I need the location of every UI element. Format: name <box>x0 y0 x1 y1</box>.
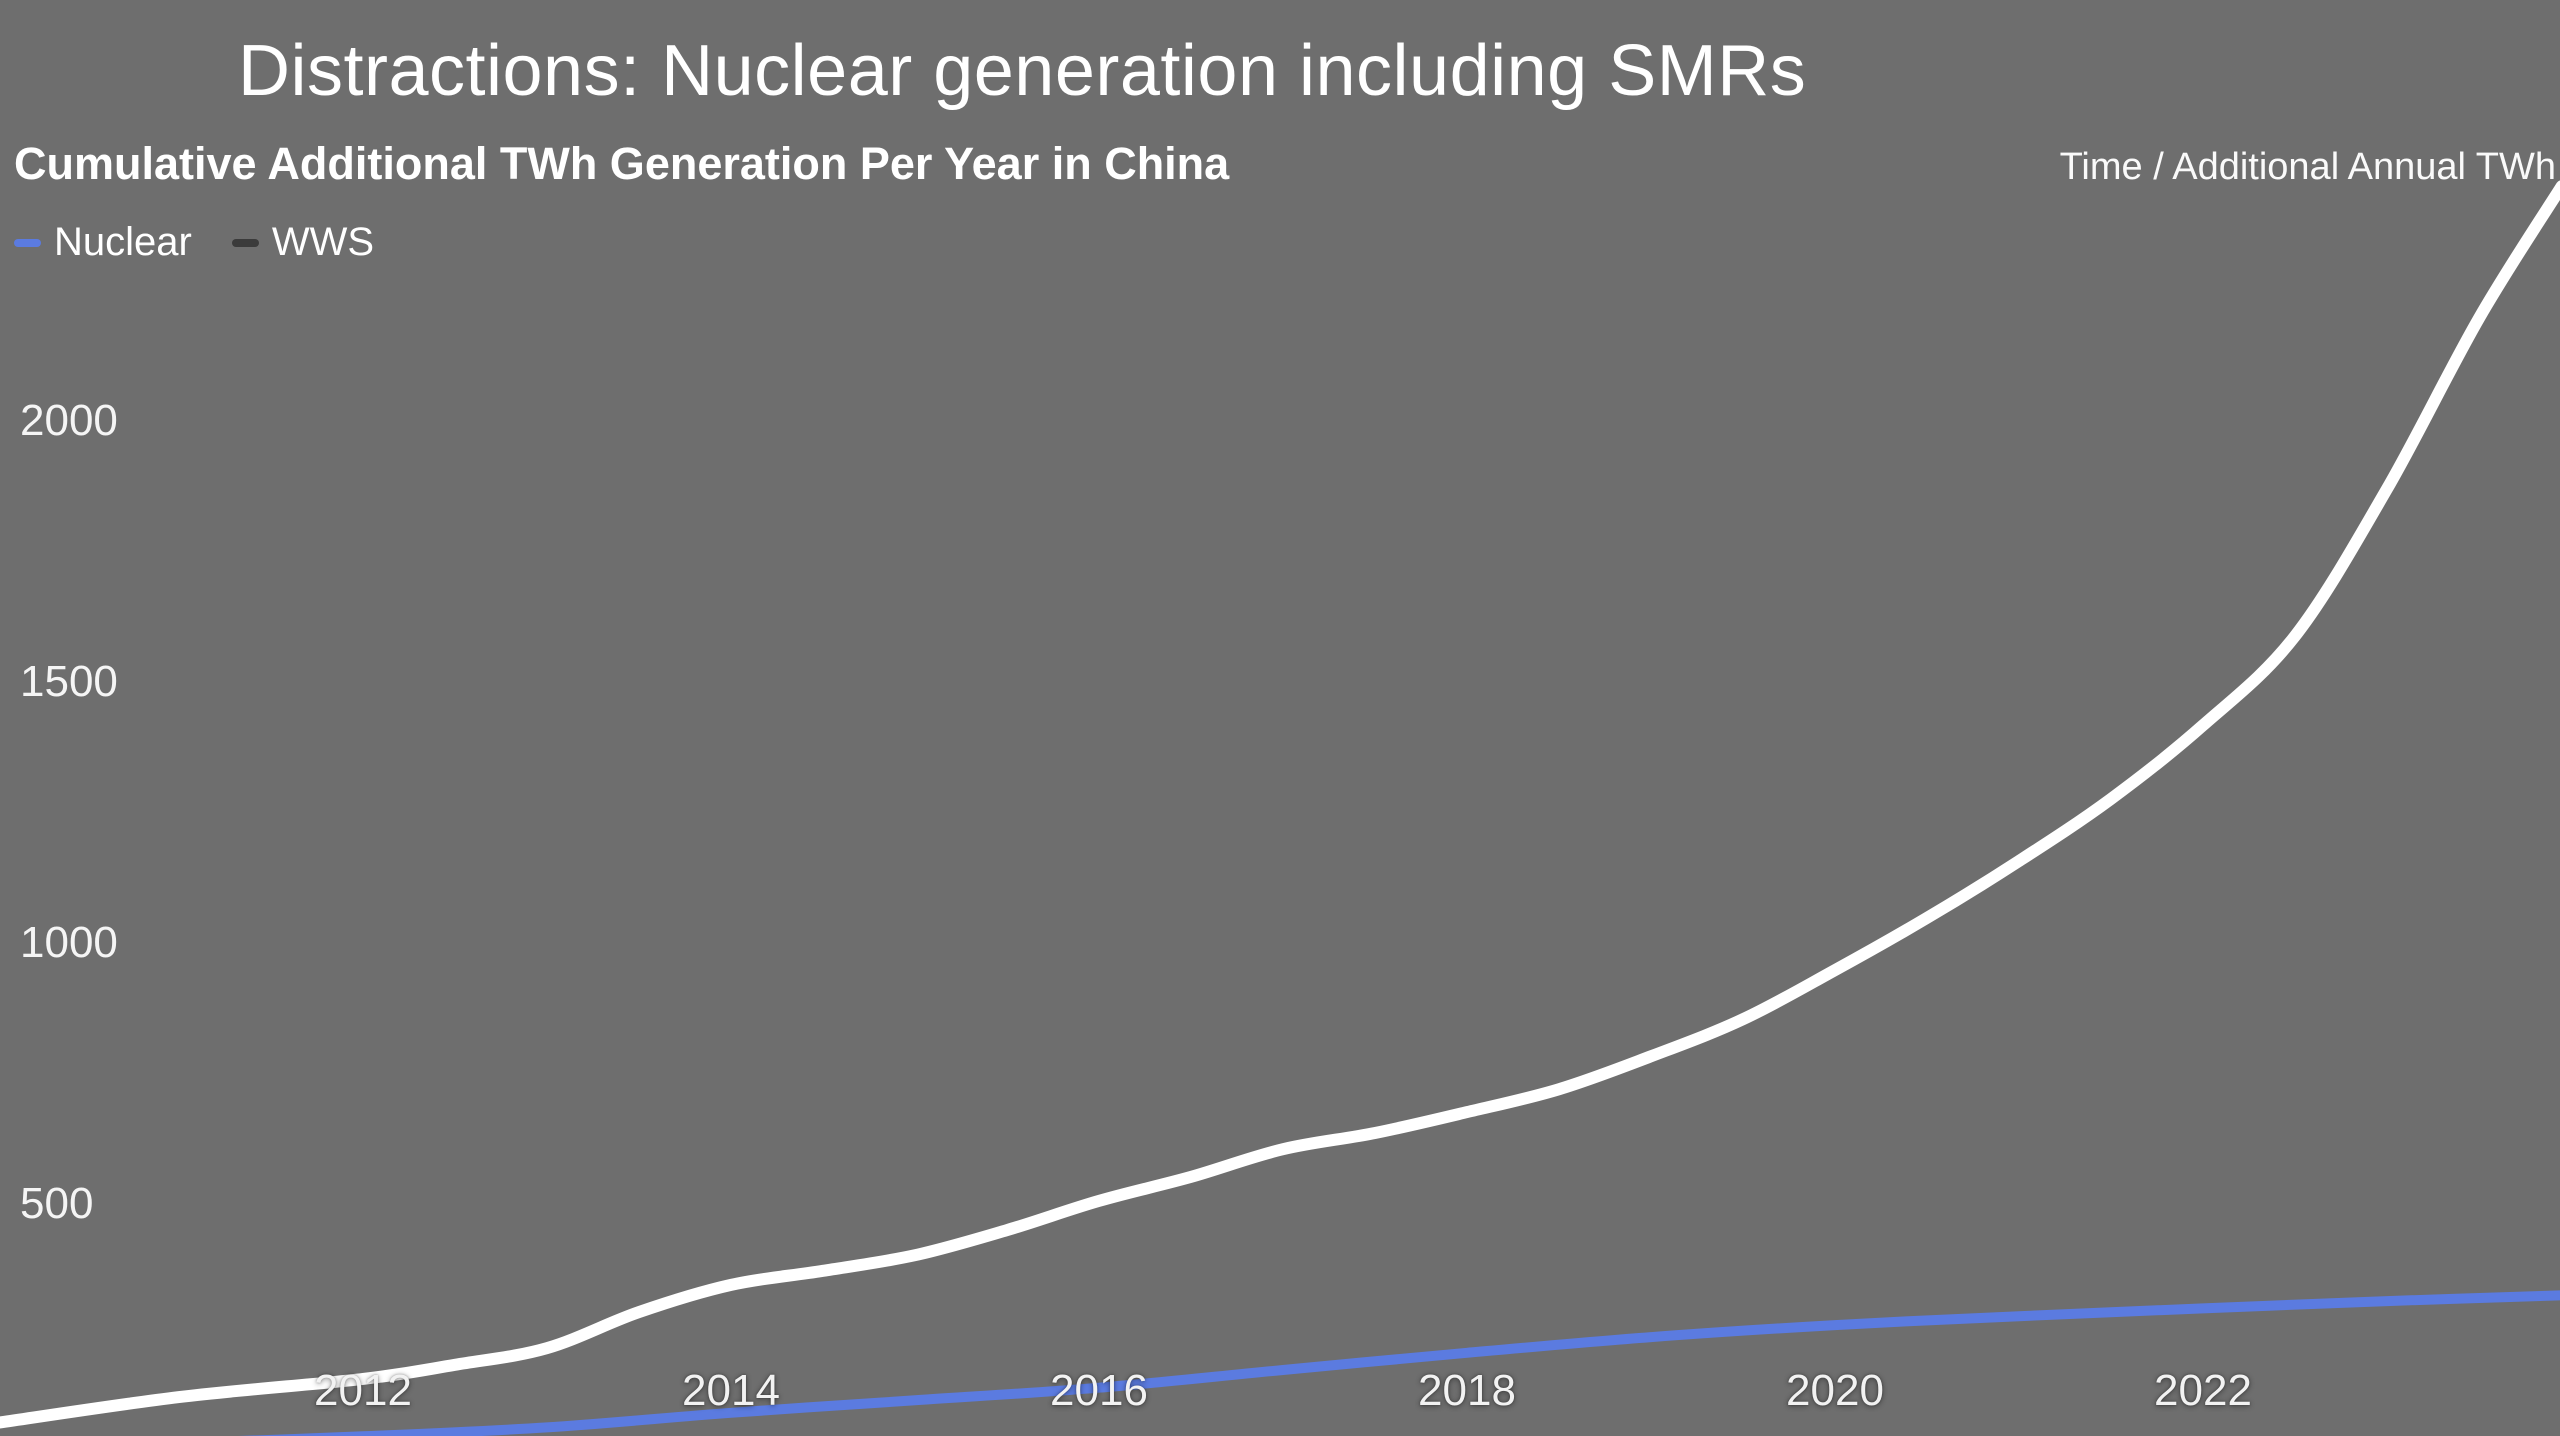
axis-note-label: Time / Additional Annual TWh <box>2059 146 2556 188</box>
legend: Nuclear WWS <box>14 220 374 265</box>
legend-marker-nuclear <box>14 238 41 247</box>
legend-item-nuclear[interactable]: Nuclear <box>14 220 192 265</box>
y-tick-label: 1500 <box>20 657 118 706</box>
legend-item-wws[interactable]: WWS <box>231 220 375 265</box>
x-tick-label: 2018 <box>1418 1366 1516 1415</box>
chart-title: Cumulative Additional TWh Generation Per… <box>14 138 1230 189</box>
legend-label: WWS <box>271 220 375 264</box>
legend-marker-wws <box>231 238 259 247</box>
y-tick-label: 1000 <box>20 918 118 967</box>
x-tick-label: 2016 <box>1050 1366 1148 1415</box>
series-nuclear[interactable] <box>0 1290 2560 1436</box>
x-tick-label: 2022 <box>2154 1366 2252 1415</box>
legend-label: Nuclear <box>54 220 192 264</box>
y-tick-label: 2000 <box>20 396 118 445</box>
y-tick-label: 500 <box>20 1179 94 1228</box>
series-wws[interactable] <box>0 180 2560 1429</box>
x-tick-label: 2020 <box>1786 1366 1884 1415</box>
x-tick-label: 2012 <box>314 1366 412 1415</box>
x-tick-label: 2014 <box>682 1366 780 1415</box>
page-title: Distractions: Nuclear generation includi… <box>238 31 1807 111</box>
